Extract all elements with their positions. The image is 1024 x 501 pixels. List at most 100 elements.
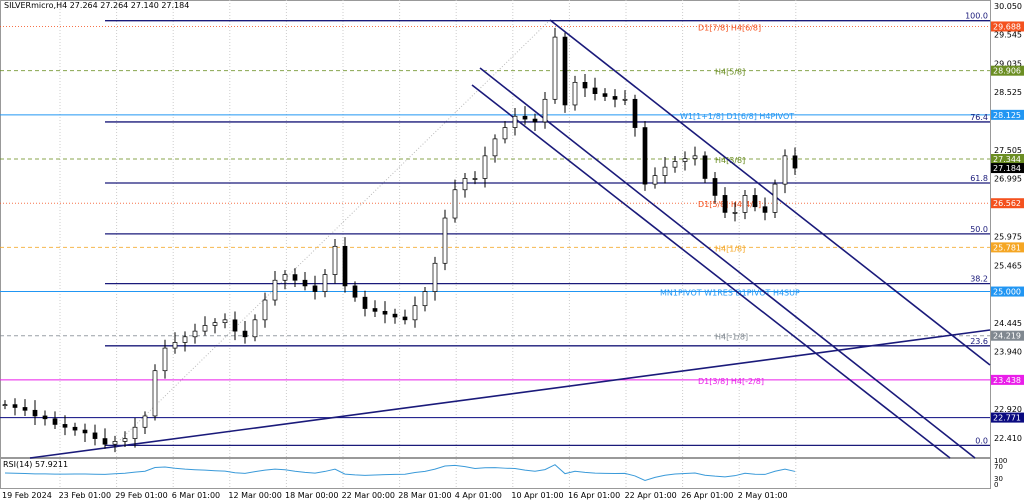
price-tag (991, 242, 1024, 253)
candle-body (532, 118, 538, 123)
candle-body (612, 96, 618, 100)
candle-body (482, 155, 488, 179)
trend-line (479, 67, 976, 459)
candle-body (472, 178, 478, 180)
candle-body (522, 115, 528, 120)
candle-body (222, 319, 228, 323)
x-tick-label: 19 Feb 2024 (2, 491, 52, 500)
x-tick-label: 22 Apr 01:00 (625, 491, 677, 500)
candle-body (422, 291, 428, 307)
price-tag (991, 286, 1024, 297)
y-tick-label: 27.505 (994, 146, 1022, 155)
x-tick-label: 4 Apr 01:00 (455, 491, 502, 500)
candle-body (2, 404, 8, 406)
fib-level-label: 50.0 (970, 225, 988, 234)
fib-level-label: 23.6 (970, 337, 988, 346)
y-tick-label: 24.445 (994, 319, 1022, 328)
candle-body (242, 330, 248, 338)
level-label: D1[3/8] H4[-2/8] (698, 377, 764, 386)
candle-body (582, 81, 588, 89)
y-tick-label: 29.035 (994, 59, 1022, 68)
candle-body (42, 415, 48, 420)
x-tick-label: 2 May 01:00 (738, 491, 788, 500)
candle-body (792, 155, 798, 169)
price-tag-text: 28.906 (993, 67, 1021, 76)
x-tick-label: 29 Feb 01:00 (115, 491, 167, 500)
candle-body (702, 155, 708, 179)
price-tag (991, 21, 1024, 32)
candle-body (732, 212, 738, 214)
candle-body (712, 178, 718, 196)
candle-body (402, 316, 408, 321)
candle-body (362, 296, 368, 309)
price-tag (991, 412, 1024, 423)
candle-body (562, 36, 568, 106)
candle-body (82, 429, 88, 434)
price-tag-text: 25.781 (993, 243, 1021, 252)
candle-body (162, 347, 168, 372)
y-tick-label: 30.050 (994, 2, 1022, 11)
price-tag-text: 22.771 (993, 414, 1021, 423)
fib-trend-line (119, 19, 551, 441)
y-tick-label: 25.465 (994, 261, 1022, 270)
price-tag (991, 109, 1024, 120)
x-tick-label: 16 Apr 01:00 (568, 491, 620, 500)
candle-body (152, 370, 158, 417)
x-tick-label: 6 Mar 01:00 (172, 491, 220, 500)
trend-line (29, 329, 991, 459)
y-tick-label: 22.410 (994, 434, 1022, 443)
candle-body (92, 432, 98, 439)
price-tag (991, 198, 1024, 209)
rsi-label: RSI(14) 57.9211 (3, 460, 68, 469)
candle-body (772, 183, 778, 213)
candle-body (782, 155, 788, 185)
x-tick-label: 10 Apr 01:00 (511, 491, 563, 500)
rsi-tick-label: 30 (994, 475, 1003, 483)
level-label: H4[-1/8] (715, 333, 748, 342)
candle-body (572, 81, 578, 106)
y-tick-label: 28.525 (994, 88, 1022, 97)
x-tick-label: 12 Mar 00:00 (228, 491, 281, 500)
fib-level-label: 38.2 (970, 275, 988, 284)
x-tick-label: 28 Mar 01:00 (398, 491, 451, 500)
level-label: MN1PIVOT W1RES D1PIVOT H4SUP (660, 289, 800, 298)
candle-body (292, 274, 298, 281)
price-tag (991, 374, 1024, 385)
y-tick-label: 26.995 (994, 175, 1022, 184)
candle-body (322, 274, 328, 292)
candle-body (332, 245, 338, 275)
current-price-tag (991, 163, 1024, 174)
price-tag (991, 330, 1024, 341)
candle-body (442, 217, 448, 264)
candle-body (52, 418, 58, 425)
candle-body (662, 166, 668, 176)
candle-body (742, 195, 748, 213)
candle-body (302, 279, 308, 287)
y-tick-label: 29.545 (994, 31, 1022, 40)
candle-body (142, 415, 148, 428)
main-pane-border (0, 0, 991, 458)
rsi-tick-label: 70 (994, 463, 1003, 471)
candle-body (192, 330, 198, 338)
candle-body (722, 195, 728, 213)
level-label: D1[7/8] H4[6/8] (698, 23, 761, 32)
candle-body (262, 299, 268, 321)
price-tag-text: 24.219 (993, 332, 1021, 341)
candle-body (72, 426, 78, 431)
fib-level-label: 76.4 (970, 113, 988, 122)
price-tag-text: 23.438 (993, 376, 1021, 385)
candle-body (412, 305, 418, 321)
candle-body (62, 424, 68, 428)
candle-body (282, 274, 288, 281)
y-tick-label: 22.920 (994, 405, 1022, 414)
price-tag-text: 26.562 (993, 199, 1021, 208)
candle-body (122, 438, 128, 442)
x-tick-label: 18 Mar 00:00 (285, 491, 338, 500)
candle-body (762, 206, 768, 213)
candle-body (682, 158, 688, 162)
price-tag-text: 28.125 (993, 111, 1021, 120)
trend-line (549, 19, 991, 366)
candle-body (232, 319, 238, 332)
candle-body (342, 245, 348, 287)
